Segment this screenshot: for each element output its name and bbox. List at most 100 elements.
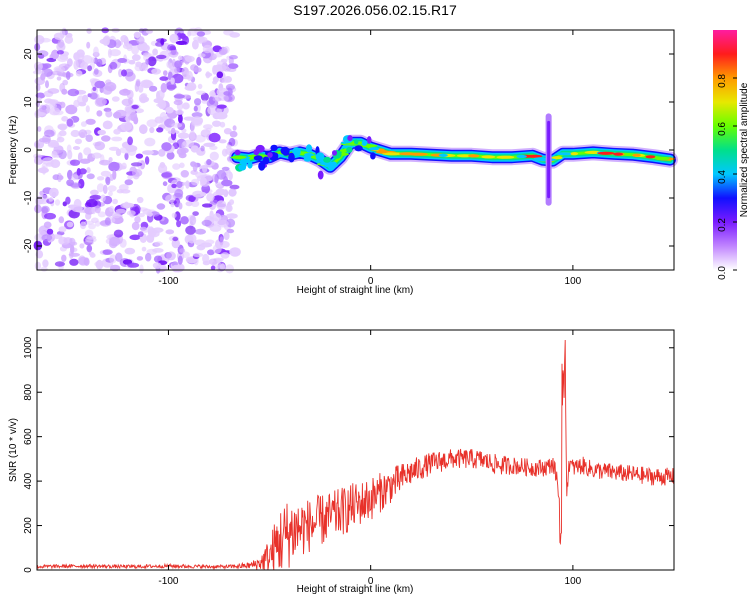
- noise-blob: [196, 90, 206, 96]
- noise-blob: [54, 199, 61, 206]
- noise-blob: [216, 258, 221, 264]
- noise-blob: [206, 193, 215, 202]
- noise-blob: [192, 190, 205, 198]
- noise-blob: [212, 120, 222, 127]
- noise-blob: [67, 58, 73, 67]
- noise-blob: [212, 76, 219, 83]
- noise-blob: [180, 170, 189, 178]
- noise-blob: [171, 212, 177, 218]
- noise-blob: [163, 70, 168, 76]
- noise-blob: [56, 50, 64, 55]
- noise-blob: [37, 50, 49, 58]
- noise-blob: [216, 64, 228, 72]
- signal-blob: [267, 152, 273, 158]
- noise-blob: [58, 175, 64, 181]
- noise-blob: [41, 234, 53, 242]
- noise-blob: [212, 244, 222, 254]
- noise-blob: [156, 203, 166, 210]
- noise-blob: [117, 58, 128, 63]
- noise-blob: [87, 93, 92, 98]
- noise-blob: [156, 103, 166, 108]
- snr-series: [36, 339, 675, 570]
- noise-blob: [223, 231, 230, 241]
- noise-blob: [66, 221, 74, 228]
- noise-blob: [61, 254, 67, 262]
- signal-hotspot: [468, 154, 480, 158]
- noise-blob: [175, 109, 184, 115]
- signal-hotspot: [438, 153, 448, 157]
- noise-blob: [56, 76, 62, 81]
- noise-blob: [51, 150, 58, 158]
- signal-hotspot: [496, 155, 515, 159]
- noise-blob: [216, 200, 227, 210]
- noise-blob: [218, 139, 227, 144]
- noise-blob: [208, 258, 218, 265]
- noise-blob: [199, 180, 211, 187]
- noise-blob: [58, 237, 71, 245]
- noise-blob: [52, 174, 60, 181]
- noise-blob: [172, 163, 181, 170]
- noise-blob: [134, 64, 143, 72]
- noise-blob: [216, 219, 229, 228]
- noise-blob: [211, 91, 216, 97]
- noise-blob: [126, 210, 136, 216]
- noise-blob: [121, 69, 127, 77]
- noise-blob: [171, 238, 180, 249]
- y-tick-label: -10: [23, 190, 34, 205]
- noise-blob: [115, 208, 127, 214]
- colorbar: 0.0 0.2 0.4 0.6 0.8 Normalized spectral ampl…: [713, 30, 750, 280]
- noise-blob: [166, 61, 171, 68]
- noise-blob: [173, 99, 183, 106]
- signal-blob: [234, 149, 241, 156]
- noise-blob: [154, 241, 163, 246]
- noise-blob: [33, 140, 45, 149]
- signal-hotspot: [304, 153, 314, 157]
- signal-blob: [253, 155, 263, 161]
- noise-blob: [135, 153, 144, 159]
- noise-blob: [54, 261, 65, 267]
- noise-blob: [85, 199, 98, 208]
- noise-blob: [200, 145, 205, 152]
- noise-blob: [108, 190, 113, 197]
- noise-blob: [92, 86, 97, 92]
- signal-blob: [292, 147, 301, 157]
- noise-blob: [99, 159, 111, 166]
- noise-blob: [226, 228, 235, 234]
- noise-blob: [170, 202, 175, 208]
- noise-blob: [43, 221, 52, 229]
- signal-hotspot: [481, 155, 496, 159]
- colorbar-tick-label: 0.6: [717, 122, 728, 136]
- noise-blob: [57, 54, 69, 63]
- noise-blob: [212, 97, 222, 102]
- noise-blob: [122, 88, 129, 94]
- noise-blob: [78, 256, 89, 266]
- y-tick-label: 600: [23, 428, 34, 445]
- noise-blob: [220, 252, 230, 259]
- noise-blob: [96, 58, 103, 68]
- noise-blob: [194, 98, 202, 106]
- x-tick-label: 0: [368, 576, 374, 587]
- noise-blob: [102, 86, 113, 95]
- noise-blob: [171, 122, 183, 128]
- noise-blob: [216, 169, 227, 180]
- noise-blob: [109, 174, 114, 181]
- signal-blob: [258, 161, 266, 171]
- signal-blob: [270, 144, 278, 152]
- noise-blob: [169, 33, 179, 44]
- noise-blob: [83, 220, 95, 225]
- snr-x-label: Height of straight line (km): [297, 584, 414, 595]
- y-tick-label: 1000: [23, 336, 34, 359]
- noise-blob: [136, 196, 144, 204]
- noise-blob: [226, 218, 236, 228]
- spectrogram-y-ticks: -20 -10 0 10 20: [23, 48, 674, 253]
- noise-blob: [192, 211, 199, 217]
- noise-blob: [108, 205, 115, 213]
- noise-blob: [136, 36, 145, 45]
- noise-blob: [40, 73, 46, 81]
- noise-blob: [229, 184, 240, 190]
- noise-blob: [56, 41, 66, 52]
- noise-blob: [216, 71, 224, 79]
- noise-blob: [131, 54, 141, 61]
- noise-blob: [191, 112, 203, 118]
- noise-blob: [116, 149, 121, 156]
